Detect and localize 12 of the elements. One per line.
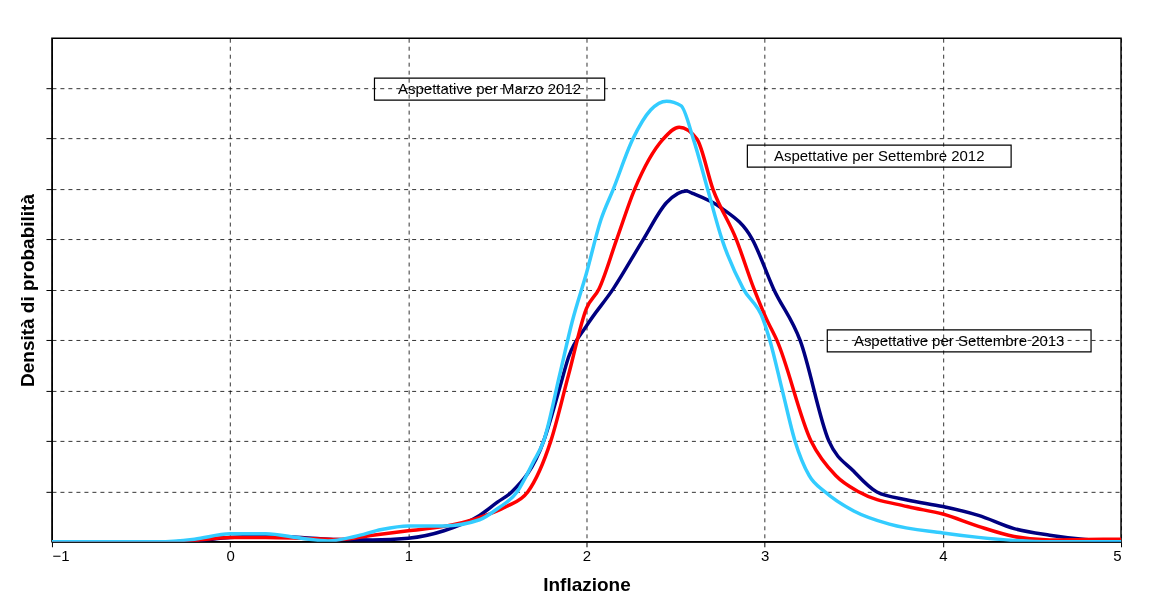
x-tick-label: 3: [761, 547, 770, 565]
annotation: Aspettative per Settembre 2012: [773, 147, 985, 165]
y-axis-title: Densità di probabilità: [16, 193, 38, 387]
x-tick-label: 0: [226, 547, 235, 565]
x-tick-label: 1: [404, 547, 413, 565]
annotation: Aspettative per Settembre 2013: [853, 331, 1065, 349]
x-tick-label: 5: [1113, 547, 1122, 565]
x-tick-label: 4: [939, 547, 948, 565]
text: Aspettative per Marzo 2012: [398, 80, 582, 98]
x-tick-label: −1: [52, 547, 70, 565]
x-axis-title: Inflazione: [543, 574, 631, 596]
x-tick-label: 2: [582, 547, 592, 565]
